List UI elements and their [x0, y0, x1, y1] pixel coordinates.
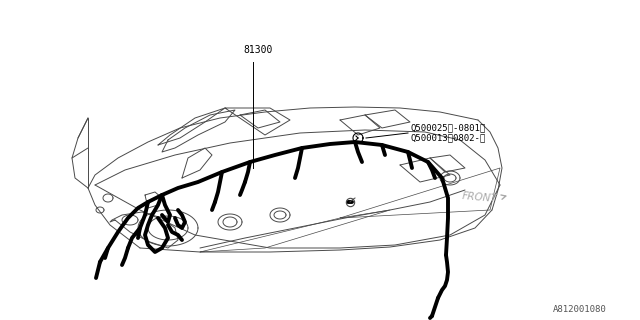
Text: A812001080: A812001080 [553, 306, 607, 315]
Text: Q500013（0802-）: Q500013（0802-） [410, 133, 485, 142]
Text: FRONT: FRONT [462, 191, 498, 204]
Text: Q500025（-0801）: Q500025（-0801） [410, 124, 485, 132]
Text: 81300: 81300 [243, 45, 273, 55]
